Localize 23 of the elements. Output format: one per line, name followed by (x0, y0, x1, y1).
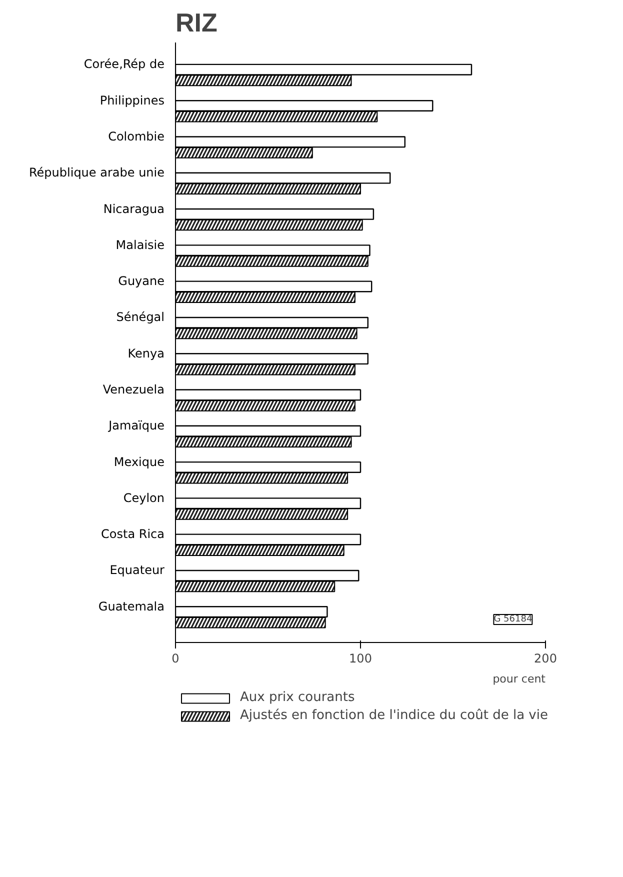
y-tick-label: Venezuela (102, 382, 164, 396)
y-tick-label: Corée,Rép de (84, 57, 165, 72)
x-tick-label: 100 (349, 652, 372, 666)
y-tick-label: Ceylon (123, 490, 165, 505)
y-tick-label: Mexique (114, 454, 165, 469)
y-tick-label: Kenya (128, 346, 165, 360)
legend-label: Aux prix courants (240, 690, 355, 705)
chart-title: RIZ (176, 8, 218, 38)
x-tick-label: 0 (172, 652, 180, 666)
x-tick-label: 200 (534, 652, 557, 666)
y-tick-label: Malaisie (116, 238, 165, 252)
x-axis-title: pour cent (492, 672, 546, 686)
y-tick-label: Jamaïque (108, 418, 164, 433)
y-tick-label: Colombie (108, 129, 164, 144)
y-tick-label: Philippines (100, 93, 165, 108)
y-tick-label: Sénégal (116, 310, 165, 324)
y-tick-label: Equateur (110, 563, 165, 578)
y-tick-label: République arabe unie (29, 166, 165, 180)
y-tick-label: Guatemala (98, 599, 164, 614)
y-tick-label: Nicaragua (103, 202, 164, 216)
y-tick-label: Costa Rica (101, 527, 164, 542)
legend-label: Ajustés en fonction de l'indice du coût de la vie (240, 708, 548, 723)
y-tick-label: Guyane (118, 274, 165, 288)
